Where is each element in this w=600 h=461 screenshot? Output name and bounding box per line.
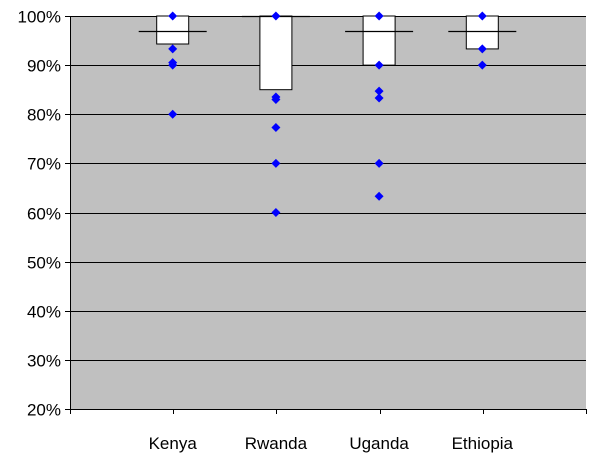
y-tick-label: 20%: [27, 401, 61, 420]
data-point: [271, 158, 281, 168]
data-point: [477, 44, 487, 54]
y-tick-label: 30%: [27, 352, 61, 371]
data-point: [271, 95, 281, 105]
x-tick-label-rwanda: Rwanda: [245, 434, 308, 453]
gridlines: [70, 16, 586, 410]
x-tick-label-uganda: Uganda: [349, 434, 409, 453]
y-tick-label: 50%: [27, 254, 61, 273]
data-points: [168, 11, 487, 217]
y-axis-tick-labels: 20% 30% 40% 50% 60% 70% 80% 90% 100%: [18, 8, 61, 420]
plot-area: [70, 16, 586, 409]
y-tick-label: 80%: [27, 106, 61, 125]
data-point: [374, 11, 384, 21]
data-point: [271, 11, 281, 21]
data-point: [374, 191, 384, 201]
data-point: [374, 86, 384, 96]
data-point: [271, 208, 281, 217]
x-axis-tick-labels: Kenya Rwanda Uganda Ethiopia: [149, 434, 514, 453]
y-tick-label: 60%: [27, 205, 61, 224]
data-point: [168, 11, 178, 21]
box-ethiopia: [465, 15, 499, 50]
box-rwanda: [259, 15, 293, 91]
data-point: [168, 44, 178, 54]
axes: [65, 16, 587, 414]
data-point: [374, 158, 384, 168]
data-point: [477, 11, 487, 21]
y-tick-label: 70%: [27, 155, 61, 174]
x-tick-label-kenya: Kenya: [149, 434, 198, 453]
data-point: [477, 60, 487, 70]
data-point: [168, 60, 178, 70]
data-point: [168, 109, 178, 119]
data-point: [374, 93, 384, 103]
boxes: [138, 15, 517, 91]
y-tick-label: 40%: [27, 303, 61, 322]
y-tick-label: 90%: [27, 57, 61, 76]
box-uganda: [362, 15, 396, 66]
data-point: [271, 123, 281, 133]
data-point: [374, 60, 384, 70]
y-tick-label: 100%: [18, 8, 61, 27]
x-tick-label-ethiopia: Ethiopia: [452, 434, 514, 453]
